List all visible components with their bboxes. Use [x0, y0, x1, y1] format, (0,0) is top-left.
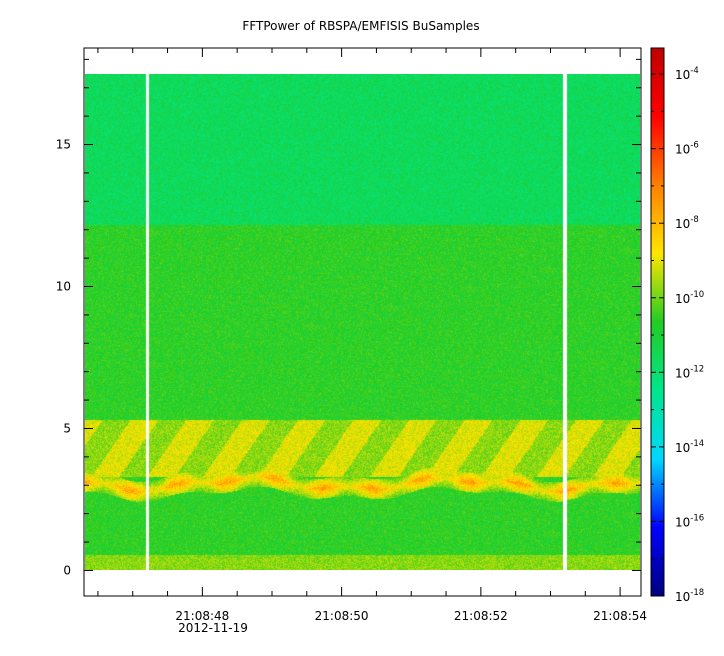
y-tick-label: 10 [56, 280, 71, 294]
colorbar-tick-label: 10-16 [675, 513, 704, 529]
colorbar-tick-label: 10-4 [675, 66, 699, 82]
colorbar-tick-label: 10-8 [675, 215, 699, 231]
x-tick-label: 21:08:48 [175, 609, 229, 623]
colorbar-tick-label: 10-12 [675, 364, 704, 380]
colorbar-tick-label: 10-6 [675, 141, 699, 157]
y-axis: 0 5 10 15 [56, 58, 641, 577]
chart-title: FFTPower of RBSPA/EMFISIS BuSamples [242, 19, 479, 33]
x-tick-label: 21:08:52 [454, 609, 508, 623]
x-axis: 21:08:48 21:08:50 21:08:52 21:08:54 [97, 48, 647, 623]
x-tick-label: 21:08:50 [315, 609, 369, 623]
x-axis-date-label: 2012-11-19 [178, 621, 248, 635]
y-tick-label: 5 [63, 421, 71, 435]
spectrogram-raster [85, 74, 640, 570]
colorbar-tick-label: 10-14 [675, 439, 704, 455]
colorbar-tick-label: 10-18 [675, 588, 704, 604]
spectrogram-image [85, 74, 640, 570]
y-tick-label: 0 [63, 563, 71, 577]
colorbar-ticks: 10-18 10-16 10-14 10-12 10-10 10-8 10-6 10-4 [651, 66, 704, 604]
x-tick-label: 21:08:54 [593, 609, 647, 623]
colorbar-tick-label: 10-10 [675, 290, 704, 306]
y-tick-label: 15 [56, 138, 71, 152]
colorbar [650, 47, 665, 597]
